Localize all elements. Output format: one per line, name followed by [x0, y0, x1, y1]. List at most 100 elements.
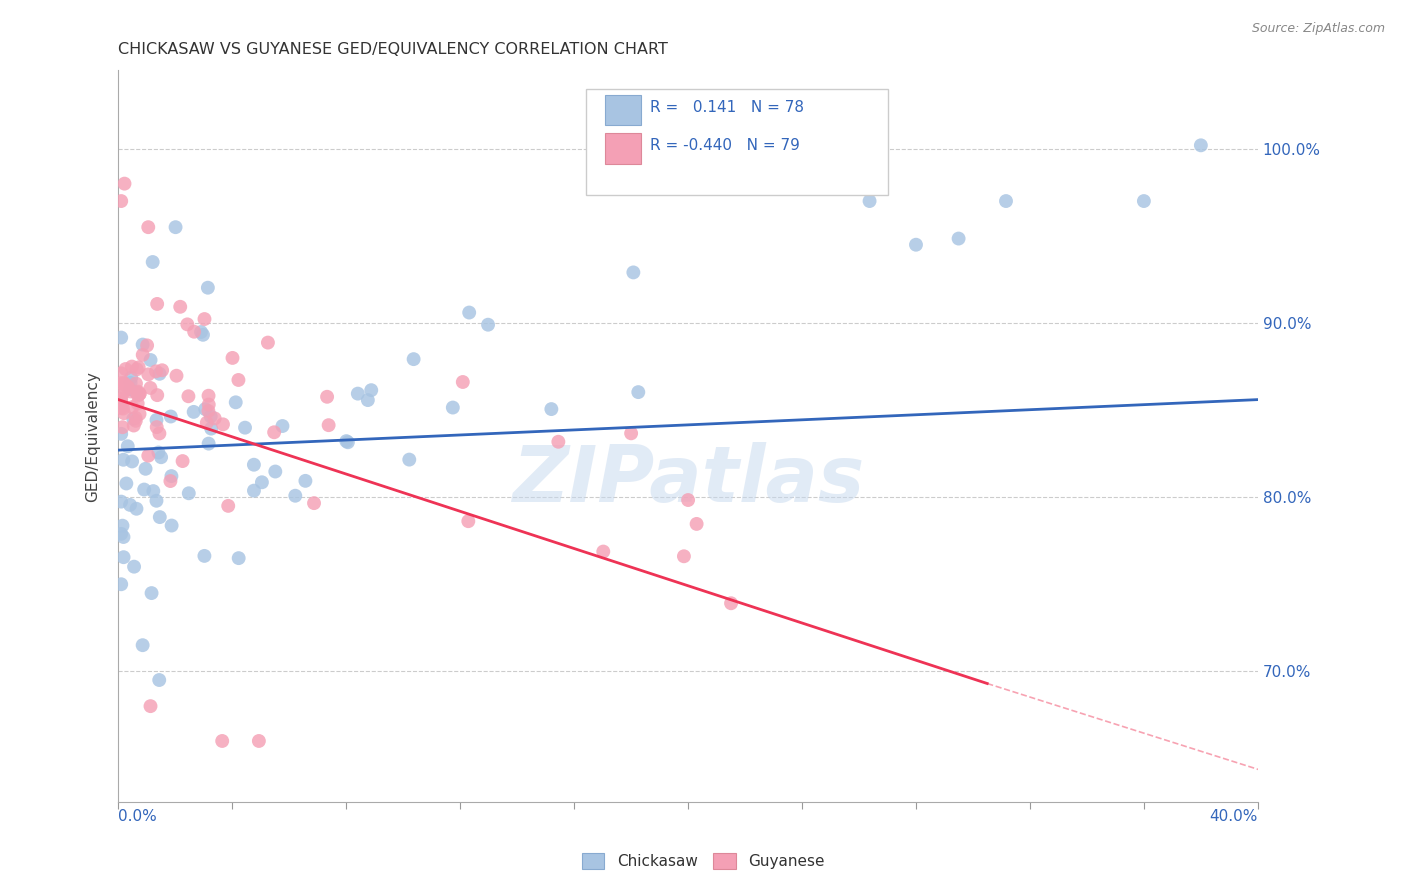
Point: [360, 383, 382, 397]
Point: [172, 454, 194, 468]
Point: [995, 194, 1018, 208]
Point: [200, 421, 222, 435]
Point: [114, 383, 136, 397]
Point: [110, 367, 132, 381]
Point: [335, 434, 357, 449]
Point: [402, 352, 425, 367]
Point: [110, 494, 132, 508]
Point: [451, 375, 474, 389]
Point: [458, 305, 481, 319]
Point: [117, 380, 139, 394]
Point: [197, 389, 219, 403]
Point: [135, 462, 157, 476]
Point: [110, 401, 132, 415]
Point: [110, 394, 132, 409]
Point: [128, 387, 150, 401]
Point: [110, 392, 132, 406]
Point: [193, 549, 215, 563]
Point: [125, 385, 148, 400]
Point: [121, 400, 143, 414]
Point: [136, 220, 159, 235]
Point: [204, 411, 226, 425]
Point: [111, 518, 134, 533]
Point: [194, 402, 217, 417]
Point: [316, 390, 339, 404]
Point: [120, 382, 142, 396]
Point: [148, 445, 170, 459]
Point: [720, 596, 742, 610]
Point: [225, 395, 247, 409]
Point: [125, 376, 148, 391]
Point: [142, 255, 165, 269]
Point: [127, 384, 149, 399]
Point: [263, 425, 285, 440]
Text: R =   0.141   N = 78: R = 0.141 N = 78: [651, 100, 804, 114]
Point: [176, 318, 198, 332]
Point: [159, 474, 181, 488]
Point: [627, 385, 650, 400]
Point: [149, 510, 172, 524]
FancyBboxPatch shape: [585, 88, 887, 194]
Point: [346, 386, 368, 401]
Point: [592, 544, 614, 558]
Point: [169, 300, 191, 314]
Point: [195, 416, 218, 430]
Point: [197, 281, 219, 295]
Point: [148, 426, 170, 441]
Point: [118, 498, 141, 512]
FancyBboxPatch shape: [605, 133, 641, 164]
Point: [200, 409, 222, 424]
Point: [110, 577, 132, 591]
Point: [120, 384, 142, 399]
Point: [211, 734, 233, 748]
Point: [110, 376, 132, 390]
Point: [228, 551, 250, 566]
Point: [127, 396, 149, 410]
Y-axis label: GED/Equivalency: GED/Equivalency: [86, 371, 100, 501]
Point: [1189, 138, 1212, 153]
Point: [150, 363, 173, 377]
Point: [159, 409, 181, 424]
Point: [160, 469, 183, 483]
Point: [284, 489, 307, 503]
Point: [228, 373, 250, 387]
Point: [336, 435, 359, 450]
Point: [233, 420, 256, 434]
Point: [136, 449, 159, 463]
Point: [124, 410, 146, 425]
Point: [117, 439, 139, 453]
Point: [134, 483, 156, 497]
Point: [217, 499, 239, 513]
Point: [110, 526, 132, 541]
Point: [112, 452, 135, 467]
Point: [150, 450, 173, 465]
Point: [145, 364, 167, 378]
Point: [142, 484, 165, 499]
Legend: Chickasaw, Guyanese: Chickasaw, Guyanese: [575, 847, 831, 875]
Point: [114, 177, 136, 191]
Point: [125, 362, 148, 376]
Point: [177, 389, 200, 403]
Point: [197, 398, 219, 412]
Point: [547, 434, 569, 449]
Text: Source: ZipAtlas.com: Source: ZipAtlas.com: [1251, 22, 1385, 36]
Point: [127, 386, 149, 401]
Point: [115, 476, 138, 491]
Point: [183, 325, 205, 339]
Point: [166, 368, 188, 383]
Point: [120, 370, 142, 384]
Point: [122, 418, 145, 433]
Point: [948, 231, 970, 245]
Point: [212, 417, 235, 432]
Point: [177, 486, 200, 500]
Point: [111, 386, 134, 401]
Point: [685, 516, 707, 531]
Point: [620, 426, 643, 441]
Text: 0.0%: 0.0%: [118, 809, 157, 824]
Point: [243, 483, 266, 498]
Point: [128, 360, 150, 375]
Point: [250, 475, 273, 490]
Point: [398, 452, 420, 467]
Point: [183, 405, 205, 419]
Point: [110, 194, 132, 208]
